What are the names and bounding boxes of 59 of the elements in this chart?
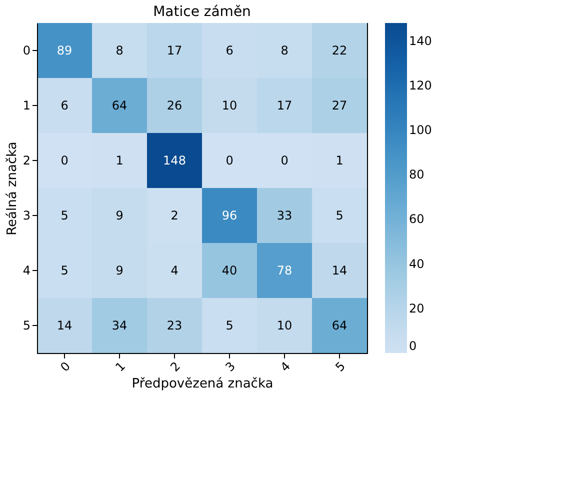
data-label: 14 bbox=[56, 318, 72, 332]
data-label: 2 bbox=[170, 208, 178, 222]
color-bar-label: 80 bbox=[409, 168, 424, 182]
data-label: 96 bbox=[222, 208, 238, 222]
data-label: 14 bbox=[332, 264, 348, 278]
data-label: 1 bbox=[336, 154, 344, 168]
y-tick-label: 1 bbox=[22, 98, 30, 112]
data-label: 0 bbox=[60, 154, 68, 168]
x-axis-title: Předpovězená značka bbox=[132, 376, 274, 392]
data-label: 33 bbox=[276, 208, 292, 222]
chart-title: Matice záměn bbox=[153, 4, 251, 20]
data-label: 5 bbox=[60, 264, 68, 278]
data-label: 27 bbox=[332, 98, 348, 112]
data-label: 1 bbox=[116, 154, 124, 168]
data-label: 23 bbox=[166, 318, 182, 332]
data-label: 78 bbox=[276, 264, 292, 278]
y-tick-label: 4 bbox=[22, 264, 30, 278]
data-label: 17 bbox=[276, 98, 292, 112]
x-tick-label: 0 bbox=[58, 359, 73, 374]
x-tick-label: 1 bbox=[112, 359, 128, 374]
data-label: 6 bbox=[60, 98, 68, 112]
color-bar-label: 0 bbox=[409, 339, 417, 353]
color-bar-label: 40 bbox=[409, 256, 424, 271]
data-label: 9 bbox=[116, 208, 124, 222]
data-label: 64 bbox=[112, 98, 128, 112]
y-tick-label: 0 bbox=[22, 44, 30, 58]
data-label: 5 bbox=[60, 208, 68, 222]
color-bar-label: 120 bbox=[409, 78, 432, 92]
x-tick-label: 3 bbox=[222, 359, 238, 374]
data-label: 64 bbox=[332, 318, 348, 332]
y-axis-title: Reálná značka bbox=[4, 142, 20, 236]
data-label: 8 bbox=[280, 44, 288, 58]
x-tick-label: 4 bbox=[278, 359, 293, 374]
data-label: 5 bbox=[336, 208, 344, 222]
y-tick-label: 5 bbox=[22, 318, 30, 332]
color-bar-label: 100 bbox=[409, 123, 432, 138]
color-bar-label: 20 bbox=[409, 301, 424, 316]
y-tick-label: 2 bbox=[22, 154, 30, 168]
data-label: 148 bbox=[163, 154, 186, 168]
data-label: 34 bbox=[112, 318, 128, 332]
data-label: 17 bbox=[166, 44, 182, 58]
data-label: 9 bbox=[116, 264, 124, 278]
x-tick-label: 5 bbox=[332, 359, 348, 374]
data-label: 10 bbox=[276, 318, 292, 332]
data-label: 4 bbox=[170, 264, 178, 278]
data-label: 5 bbox=[226, 318, 234, 332]
color-bar-label: 60 bbox=[409, 212, 424, 226]
data-label: 40 bbox=[222, 264, 238, 278]
y-tick-label: 3 bbox=[22, 208, 30, 222]
data-label: 0 bbox=[226, 154, 234, 168]
data-label: 0 bbox=[280, 154, 288, 168]
data-label: 26 bbox=[166, 98, 182, 112]
data-label: 89 bbox=[56, 44, 72, 58]
x-tick-label: 2 bbox=[168, 359, 183, 374]
data-label: 10 bbox=[222, 98, 238, 112]
data-label: 8 bbox=[116, 44, 124, 58]
data-label: 22 bbox=[332, 44, 348, 58]
data-label: 6 bbox=[226, 44, 234, 58]
color-bar-label: 140 bbox=[409, 34, 432, 48]
